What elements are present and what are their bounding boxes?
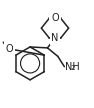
Text: 2: 2 xyxy=(71,65,75,71)
Text: N: N xyxy=(51,33,59,43)
Text: NH: NH xyxy=(65,62,80,72)
Text: O: O xyxy=(51,13,59,23)
Text: O: O xyxy=(6,44,13,54)
